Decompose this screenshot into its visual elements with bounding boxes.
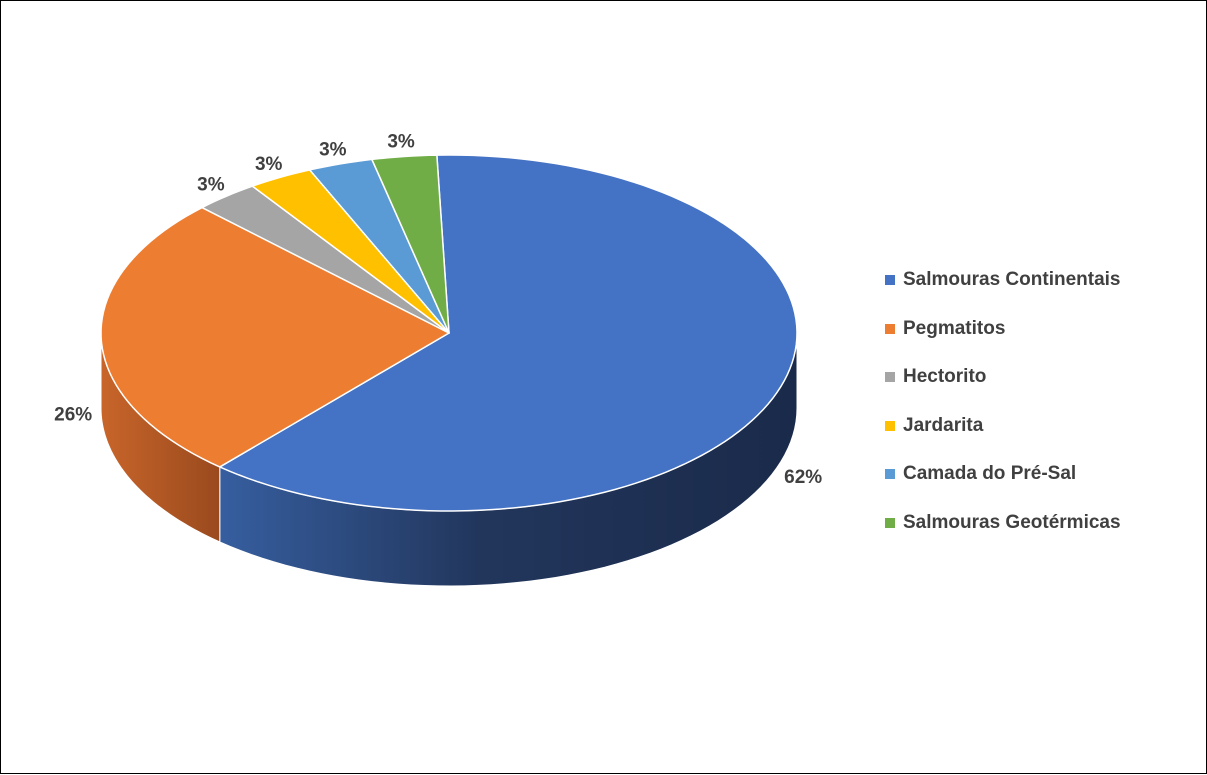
legend-label: Pegmatitos: [903, 317, 1006, 339]
data-label-camada-do-pr-sal: 3%: [319, 140, 347, 161]
pie-slices: [100, 154, 798, 512]
legend-swatch: [885, 372, 895, 383]
data-label-pegmatitos: 26%: [54, 404, 92, 425]
legend-label: Salmouras Geotérmicas: [903, 511, 1121, 533]
legend-item: Jardarita: [885, 402, 1121, 451]
data-label-hectorito: 3%: [197, 175, 225, 196]
data-label-jardarita: 3%: [255, 154, 283, 175]
legend-swatch: [885, 469, 895, 480]
pie-slice-hectorito: [201, 185, 450, 334]
legend-swatch: [885, 323, 895, 334]
legend-swatch: [885, 275, 895, 286]
pie-slice-salmouras-geot-rmicas: [371, 154, 450, 334]
pie-data-labels: 62% 26% 3% 3% 3% 3%: [54, 132, 822, 488]
pie-slice-salmouras-continentais: [219, 154, 798, 512]
legend-item: Pegmatitos: [885, 305, 1121, 354]
legend-swatch: [885, 420, 895, 431]
legend-item: Hectorito: [885, 353, 1121, 402]
legend-swatch: [885, 517, 895, 528]
legend: Salmouras Continentais Pegmatitos Hectorit…: [885, 256, 1121, 547]
pie-slice-jardarita: [251, 169, 450, 334]
data-label-salmouras-geot-rmicas: 3%: [387, 132, 415, 153]
legend-item: Salmouras Continentais: [885, 256, 1121, 305]
legend-label: Salmouras Continentais: [903, 269, 1121, 291]
legend-item: Salmouras Geotérmicas: [885, 499, 1121, 548]
legend-label: Hectorito: [903, 366, 987, 388]
pie-slice-camada-do-pr-sal: [308, 158, 450, 334]
legend-item: Camada do Pré-Sal: [885, 450, 1121, 499]
legend-label: Jardarita: [903, 414, 984, 436]
legend-label: Camada do Pré-Sal: [903, 463, 1077, 485]
data-label-salmouras-continentais: 62%: [784, 467, 822, 488]
pie-slice-pegmatitos: [100, 206, 450, 468]
